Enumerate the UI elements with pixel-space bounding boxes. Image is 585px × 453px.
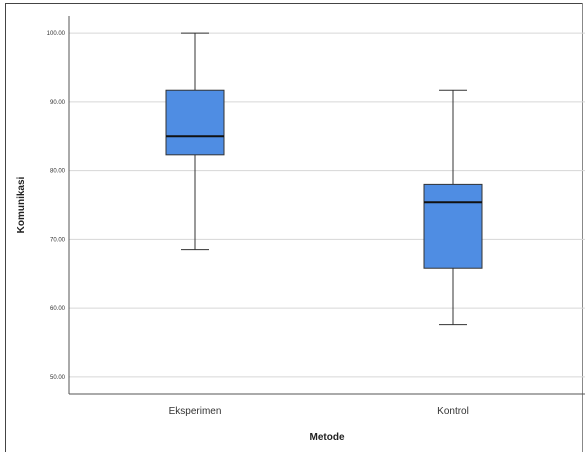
x-axis-title: Metode <box>310 432 345 443</box>
x-category-label: Kontrol <box>437 406 469 417</box>
y-tick-label: 50.00 <box>50 375 66 381</box>
y-tick-label: 70.00 <box>50 237 66 243</box>
chart-frame-right-edge <box>582 3 583 452</box>
y-tick-label: 100.00 <box>47 31 66 37</box>
y-axis-title: Komunikasi <box>16 176 27 233</box>
y-tick-label: 80.00 <box>50 169 66 175</box>
x-category-label: Eksperimen <box>169 406 222 417</box>
y-tick-label: 60.00 <box>50 306 66 312</box>
box-eksperimen <box>165 32 225 251</box>
box-kontrol <box>423 89 483 326</box>
iqr-box <box>423 183 483 269</box>
y-tick-label: 90.00 <box>50 100 66 106</box>
iqr-box <box>165 89 225 156</box>
chart-frame <box>5 3 583 452</box>
